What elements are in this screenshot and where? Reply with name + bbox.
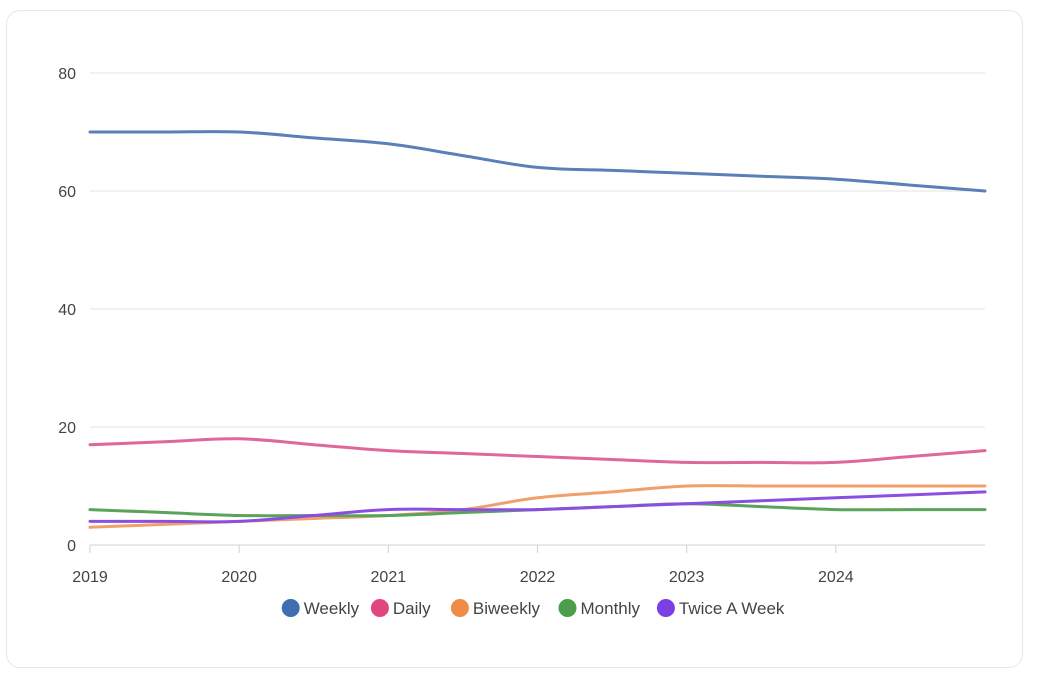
x-tick-label: 2023 <box>669 569 705 586</box>
legend-swatch <box>656 599 675 617</box>
series-lines <box>88 130 987 529</box>
legend-swatch <box>281 599 300 617</box>
legend-item-monthly[interactable]: Monthly <box>558 599 641 618</box>
legend-label: Monthly <box>581 599 641 618</box>
chart-card <box>6 10 1023 668</box>
x-tick-label: 2021 <box>371 569 407 586</box>
legend-swatch <box>450 599 469 617</box>
legend-label: Weekly <box>304 599 360 618</box>
y-tick-label: 60 <box>58 184 76 201</box>
grid-lines <box>90 72 985 546</box>
x-tick-label: 2024 <box>818 569 854 586</box>
legend-label: Daily <box>393 599 431 618</box>
legend: Weekly Daily Biweekly Monthly Twice A Week <box>281 599 785 618</box>
legend-swatch <box>370 599 389 617</box>
y-axis-ticks: 0 20 40 60 80 <box>58 66 76 555</box>
x-tick-label: 2022 <box>520 569 556 586</box>
y-tick-label: 80 <box>58 66 76 83</box>
y-tick-label: 40 <box>58 302 76 319</box>
legend-swatch <box>558 599 577 617</box>
y-tick-label: 0 <box>67 538 76 555</box>
y-tick-label: 20 <box>58 420 76 437</box>
x-tick-label: 2019 <box>72 569 108 586</box>
x-tick-label: 2020 <box>221 569 257 586</box>
legend-label: Biweekly <box>473 599 541 618</box>
legend-item-daily[interactable]: Daily <box>370 599 431 618</box>
legend-label: Twice A Week <box>679 599 785 618</box>
series-line-twice-a-week <box>88 490 987 524</box>
series-line-daily <box>88 437 987 465</box>
x-axis: 2019 2020 2021 2022 2023 2024 <box>72 545 854 586</box>
series-line-weekly <box>88 130 987 193</box>
legend-item-weekly[interactable]: Weekly <box>281 599 360 618</box>
legend-item-twice-a-week[interactable]: Twice A Week <box>656 599 785 618</box>
legend-item-biweekly[interactable]: Biweekly <box>450 599 541 618</box>
